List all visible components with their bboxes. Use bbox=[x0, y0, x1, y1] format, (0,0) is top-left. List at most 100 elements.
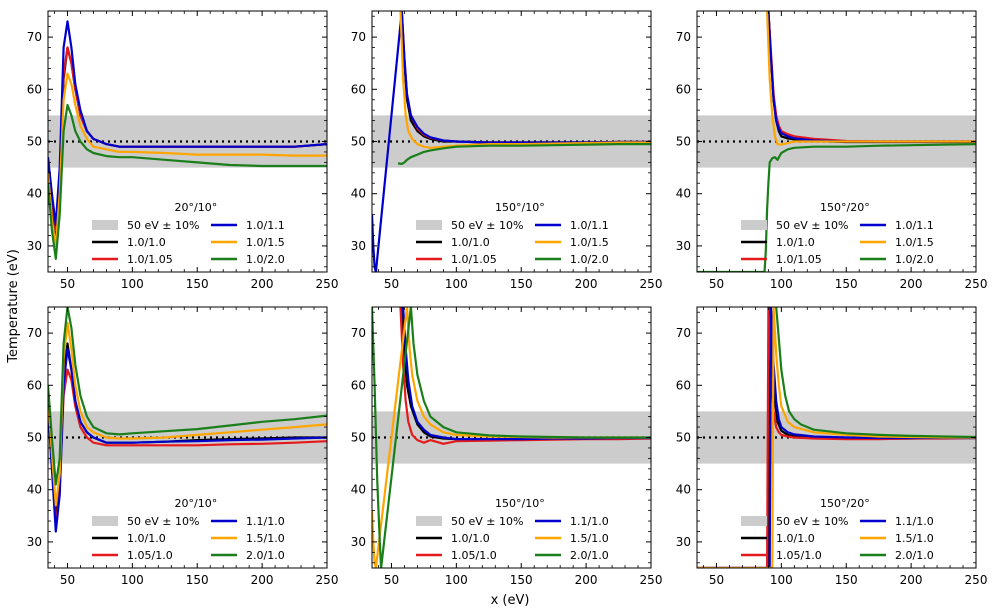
x-tick-label: 50 bbox=[709, 277, 724, 291]
x-tick-label: 200 bbox=[251, 573, 274, 587]
panel-4: 50 100 150 200 250 30 40 50 60 70 20°/10° 50 eV ± 1… bbox=[27, 306, 339, 587]
legend-label: 1.0/2.0 bbox=[570, 253, 609, 266]
y-tick-label: 60 bbox=[351, 82, 366, 96]
legend: 20°/10° 50 eV ± 10% 1.0/1.0 1.0/1.05 1.0/1.1… bbox=[92, 201, 285, 266]
y-tick-label: 50 bbox=[676, 135, 691, 149]
legend-label: 50 eV ± 10% bbox=[127, 219, 199, 232]
legend: 150°/10° 50 eV ± 10% 1.0/1.0 1.0/1.05 1.0/1.… bbox=[416, 201, 609, 266]
legend-label: 50 eV ± 10% bbox=[127, 515, 199, 528]
legend-title: 150°/20° bbox=[820, 201, 870, 214]
plot-area bbox=[697, 307, 976, 568]
plot-area bbox=[372, 11, 651, 272]
legend-label: 1.1/1.0 bbox=[895, 515, 934, 528]
y-tick-label: 30 bbox=[676, 239, 691, 253]
legend: 150°/20° 50 eV ± 10% 1.0/1.0 1.0/1.05 1.0/1.… bbox=[741, 201, 934, 266]
y-tick-label: 50 bbox=[351, 135, 366, 149]
y-tick-label: 70 bbox=[676, 30, 691, 44]
y-tick-label: 50 bbox=[27, 135, 42, 149]
plot-area bbox=[372, 307, 651, 568]
y-tick-label: 50 bbox=[676, 431, 691, 445]
legend-label: 1.0/1.0 bbox=[776, 236, 815, 249]
panel-5: 50 100 150 200 250 30 40 50 60 70 150°/10° 50 eV ± … bbox=[351, 306, 663, 587]
legend-label: 1.0/1.0 bbox=[127, 532, 166, 545]
series-line-1.0/2.0 bbox=[697, 143, 976, 272]
legend-label: 50 eV ± 10% bbox=[776, 515, 848, 528]
y-tick-label: 60 bbox=[676, 82, 691, 96]
x-tick-label: 150 bbox=[186, 277, 209, 291]
series-line-2.0/1.0 bbox=[48, 307, 327, 486]
y-tick-label: 50 bbox=[27, 431, 42, 445]
legend-title: 20°/10° bbox=[175, 497, 218, 510]
x-tick-label: 250 bbox=[965, 277, 988, 291]
legend-label: 1.05/1.0 bbox=[451, 549, 497, 562]
series-line-1.1/1.0 bbox=[697, 307, 976, 568]
legend-label: 1.1/1.0 bbox=[570, 515, 609, 528]
legend-title: 150°/20° bbox=[820, 497, 870, 510]
legend-label: 1.0/1.05 bbox=[127, 253, 173, 266]
legend-label: 1.0/1.1 bbox=[246, 219, 285, 232]
x-tick-label: 250 bbox=[316, 573, 339, 587]
x-tick-label: 200 bbox=[251, 277, 274, 291]
series-line-1.0/2.0 bbox=[48, 103, 327, 260]
x-tick-label: 250 bbox=[965, 573, 988, 587]
x-tick-label: 250 bbox=[640, 573, 663, 587]
plot-area bbox=[48, 20, 327, 260]
y-axis-label: Temperature (eV) bbox=[6, 249, 21, 364]
y-tick-label: 70 bbox=[27, 30, 42, 44]
legend-label: 50 eV ± 10% bbox=[776, 219, 848, 232]
x-tick-label: 150 bbox=[510, 277, 533, 291]
y-tick-label: 60 bbox=[351, 378, 366, 392]
legend-label: 1.0/1.1 bbox=[895, 219, 934, 232]
y-tick-label: 30 bbox=[27, 535, 42, 549]
legend-label: 1.5/1.0 bbox=[570, 532, 609, 545]
legend-label: 2.0/1.0 bbox=[246, 549, 285, 562]
legend-label: 50 eV ± 10% bbox=[451, 219, 523, 232]
legend: 150°/10° 50 eV ± 10% 1.0/1.0 1.05/1.0 1.1/1.… bbox=[416, 497, 609, 562]
legend-label: 1.0/2.0 bbox=[246, 253, 285, 266]
x-tick-label: 250 bbox=[640, 277, 663, 291]
legend-label: 1.05/1.0 bbox=[127, 549, 173, 562]
legend-swatch-band bbox=[92, 516, 118, 526]
x-tick-label: 100 bbox=[445, 573, 468, 587]
legend-label: 1.0/1.0 bbox=[127, 236, 166, 249]
x-tick-label: 200 bbox=[575, 573, 598, 587]
series-line-1.0/1.1 bbox=[48, 20, 327, 227]
legend-label: 1.0/1.5 bbox=[246, 236, 285, 249]
x-tick-label: 100 bbox=[770, 573, 793, 587]
y-tick-label: 60 bbox=[27, 378, 42, 392]
panel-3: 50 100 150 200 250 30 40 50 60 70 150°/20° 50 eV ± … bbox=[676, 10, 988, 291]
x-tick-label: 50 bbox=[709, 573, 724, 587]
legend-title: 150°/10° bbox=[495, 201, 545, 214]
legend-label: 1.0/2.0 bbox=[895, 253, 934, 266]
y-tick-label: 30 bbox=[351, 535, 366, 549]
legend-label: 1.0/1.05 bbox=[451, 253, 497, 266]
legend: 20°/10° 50 eV ± 10% 1.0/1.0 1.05/1.0 1.1/1.0… bbox=[92, 497, 285, 562]
legend-label: 1.5/1.0 bbox=[246, 532, 285, 545]
x-tick-label: 200 bbox=[575, 277, 598, 291]
series-line-2.0/1.0 bbox=[372, 307, 651, 568]
legend-label: 1.0/1.05 bbox=[776, 253, 822, 266]
legend: 150°/20° 50 eV ± 10% 1.0/1.0 1.05/1.0 1.1/1.… bbox=[741, 497, 934, 562]
legend-swatch-band bbox=[741, 516, 767, 526]
x-tick-label: 150 bbox=[835, 277, 858, 291]
legend-label: 1.1/1.0 bbox=[246, 515, 285, 528]
panel-2: 50 100 150 200 250 30 40 50 60 70 150°/10° 50 eV ± … bbox=[351, 10, 663, 291]
plot-area bbox=[697, 11, 976, 272]
y-tick-label: 40 bbox=[351, 187, 366, 201]
x-tick-label: 50 bbox=[384, 573, 399, 587]
series-line-1.0/2.0 bbox=[397, 143, 651, 165]
y-tick-label: 30 bbox=[27, 239, 42, 253]
x-tick-label: 150 bbox=[186, 573, 209, 587]
y-tick-label: 40 bbox=[27, 187, 42, 201]
x-tick-label: 150 bbox=[510, 573, 533, 587]
x-tick-label: 50 bbox=[60, 573, 75, 587]
y-tick-label: 70 bbox=[351, 30, 366, 44]
legend-label: 1.05/1.0 bbox=[776, 549, 822, 562]
legend-label: 1.0/1.0 bbox=[776, 532, 815, 545]
y-tick-label: 30 bbox=[676, 535, 691, 549]
x-tick-label: 150 bbox=[835, 573, 858, 587]
y-tick-label: 60 bbox=[27, 82, 42, 96]
legend-label: 1.0/1.0 bbox=[451, 236, 490, 249]
y-tick-label: 30 bbox=[351, 239, 366, 253]
